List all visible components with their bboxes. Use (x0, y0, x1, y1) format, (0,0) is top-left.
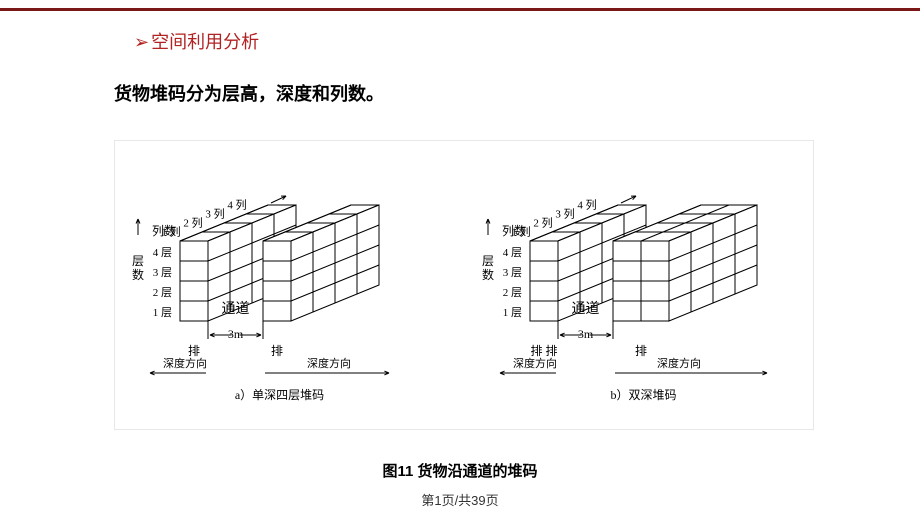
svg-text:3m: 3m (228, 327, 244, 341)
diagram-a-svg: 1 层2 层3 层4 层层数1 列2 列3 列4 列列数通道3m排排深度方向深度… (115, 141, 465, 431)
svg-text:2 层: 2 层 (153, 286, 172, 299)
svg-text:深度方向: 深度方向 (513, 356, 557, 370)
svg-text:数: 数 (132, 267, 144, 282)
svg-text:排 排: 排 排 (530, 344, 557, 358)
svg-text:层: 层 (132, 254, 144, 268)
subfigure-b: 1 层2 层3 层4 层层数1 列2 列3 列4 列列数通道3m排 排排深度方向… (465, 141, 815, 431)
svg-text:1 层: 1 层 (153, 306, 172, 319)
svg-text:3 层: 3 层 (503, 266, 522, 279)
figure-11: 1 层2 层3 层4 层层数1 列2 列3 列4 列列数通道3m排排深度方向深度… (114, 140, 814, 430)
svg-text:通道: 通道 (222, 301, 250, 317)
svg-text:b）双深堆码: b）双深堆码 (610, 388, 676, 402)
svg-text:2 列: 2 列 (183, 215, 202, 229)
svg-text:4 列: 4 列 (577, 197, 596, 211)
svg-text:3m: 3m (578, 327, 594, 341)
svg-text:2 列: 2 列 (533, 215, 552, 229)
arrow-icon: ➢ (134, 32, 149, 52)
svg-text:1 层: 1 层 (503, 306, 522, 319)
svg-text:排: 排 (188, 344, 200, 358)
svg-text:4 层: 4 层 (153, 246, 172, 259)
svg-text:深度方向: 深度方向 (657, 356, 701, 370)
svg-text:4 层: 4 层 (503, 246, 522, 259)
svg-text:层: 层 (482, 254, 494, 268)
svg-text:深度方向: 深度方向 (307, 356, 351, 370)
figure-caption: 图11 货物沿通道的堆码 (0, 460, 920, 481)
svg-text:3 层: 3 层 (153, 266, 172, 279)
page-indicator: 第1页/共39页 (0, 490, 920, 509)
svg-text:列数: 列数 (502, 223, 526, 238)
svg-text:数: 数 (482, 267, 494, 282)
svg-text:2 层: 2 层 (503, 286, 522, 299)
svg-text:3 列: 3 列 (555, 206, 574, 220)
svg-text:3 列: 3 列 (205, 206, 224, 220)
diagram-b-svg: 1 层2 层3 层4 层层数1 列2 列3 列4 列列数通道3m排 排排深度方向… (465, 141, 815, 431)
svg-text:4 列: 4 列 (227, 197, 246, 211)
section-title: ➢空间利用分析 (134, 28, 259, 54)
subfigure-a: 1 层2 层3 层4 层层数1 列2 列3 列4 列列数通道3m排排深度方向深度… (115, 141, 465, 431)
svg-text:通道: 通道 (572, 301, 600, 317)
svg-text:排: 排 (271, 344, 283, 358)
section-title-text: 空间利用分析 (151, 32, 259, 52)
svg-text:深度方向: 深度方向 (163, 356, 207, 370)
svg-text:列数: 列数 (152, 223, 176, 238)
svg-text:a）单深四层堆码: a）单深四层堆码 (235, 388, 324, 402)
header-line (0, 8, 920, 11)
body-text: 货物堆码分为层高，深度和列数。 (114, 80, 384, 106)
svg-text:排: 排 (635, 344, 647, 358)
